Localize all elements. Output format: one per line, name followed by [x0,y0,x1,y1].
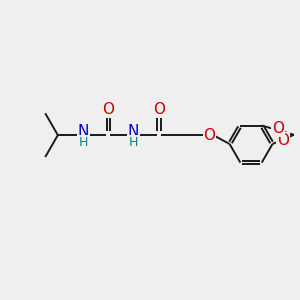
Text: O: O [203,128,215,142]
Text: N: N [77,124,89,139]
Text: N: N [128,124,139,139]
Text: H: H [129,136,138,149]
Text: O: O [102,102,114,117]
Text: O: O [272,122,284,136]
Text: O: O [277,133,289,148]
Text: H: H [78,136,88,149]
Text: O: O [153,102,165,117]
